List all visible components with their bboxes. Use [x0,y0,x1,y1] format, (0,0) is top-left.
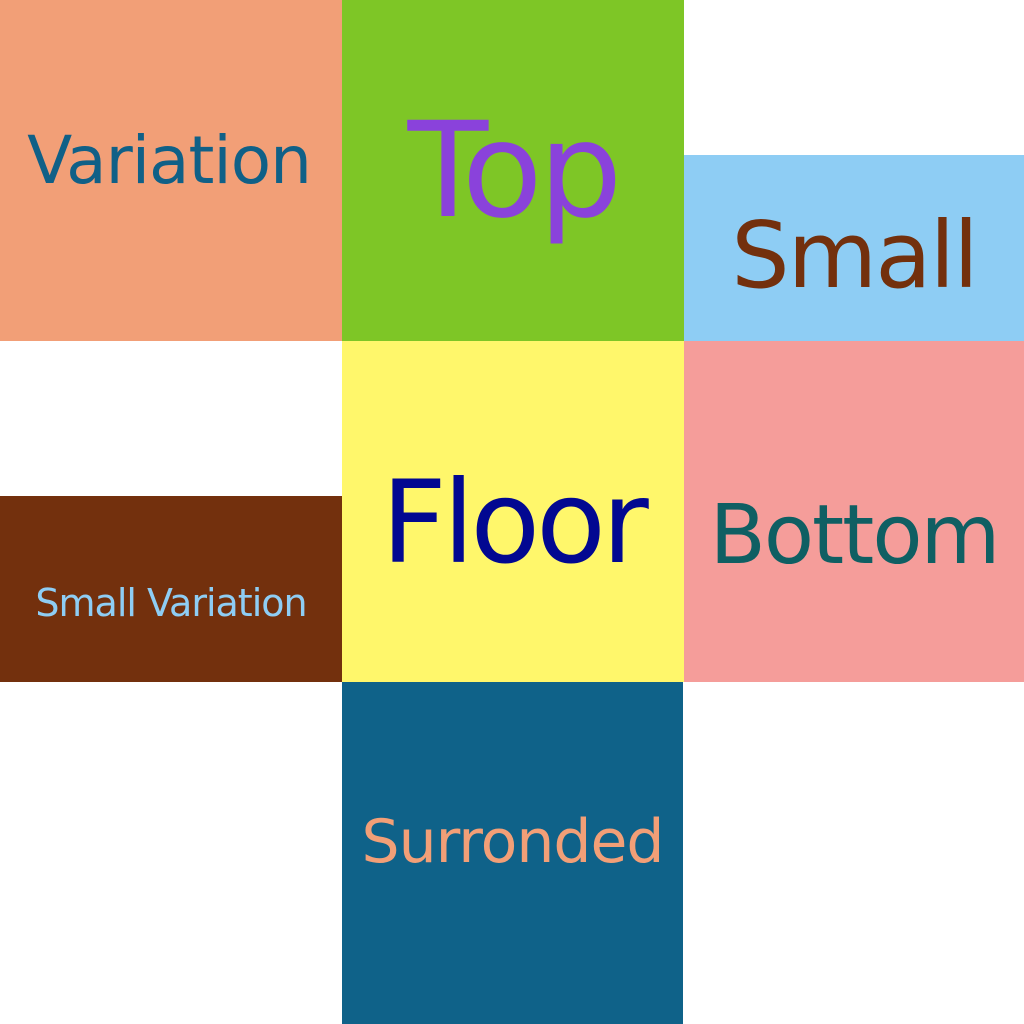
tile-top-label: Top [407,93,623,248]
tile-surronded: Surronded [342,682,683,1024]
tile-small-variation: Small Variation [0,496,342,682]
tile-small: Small [684,155,1024,341]
tile-small-label: Small [731,202,979,309]
tile-bottom: Bottom [684,341,1024,682]
tile-top: Top [342,0,684,341]
tile-floor: Floor [342,341,684,682]
tile-variation: Variation [0,0,342,341]
tile-bottom-label: Bottom [709,487,1001,583]
tile-surronded-label: Surronded [361,807,665,877]
tile-floor-label: Floor [381,455,649,589]
tile-small-variation-label: Small Variation [35,581,307,625]
tile-variation-label: Variation [27,121,312,199]
